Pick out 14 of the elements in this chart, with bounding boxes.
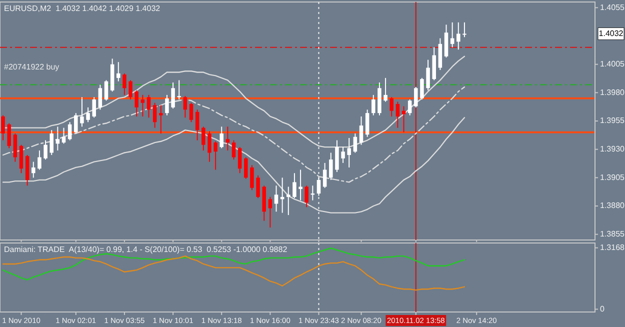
- y-tick-label: 1.3980: [600, 88, 625, 97]
- y-tick-label: 0: [600, 304, 605, 314]
- ref-line-label: #20741922 buy: [4, 62, 60, 72]
- y-tick-label: 1.3168: [600, 242, 625, 252]
- y-tick-label: 1.3855: [600, 229, 625, 238]
- y-tick-label: 1.4005: [600, 59, 625, 68]
- y-tick-label: 1.3880: [600, 201, 625, 210]
- chart-title: EURUSD,M2 1.4032 1.4042 1.4029 1.4032: [4, 4, 161, 13]
- y-tick-label: 1.4055: [600, 2, 625, 12]
- y-tick-label: 1.3905: [600, 172, 625, 182]
- chart-title: Damiani: TRADE A(13/40)= 0.99, 1.4 - S(20/100)= 0.53 0.5253 -1.0000 0.9882: [4, 245, 288, 254]
- y-tick-label: 1.3930: [600, 144, 625, 154]
- y-tick-label: 1.3955: [600, 116, 625, 126]
- annotation: 1.4032: [598, 28, 624, 38]
